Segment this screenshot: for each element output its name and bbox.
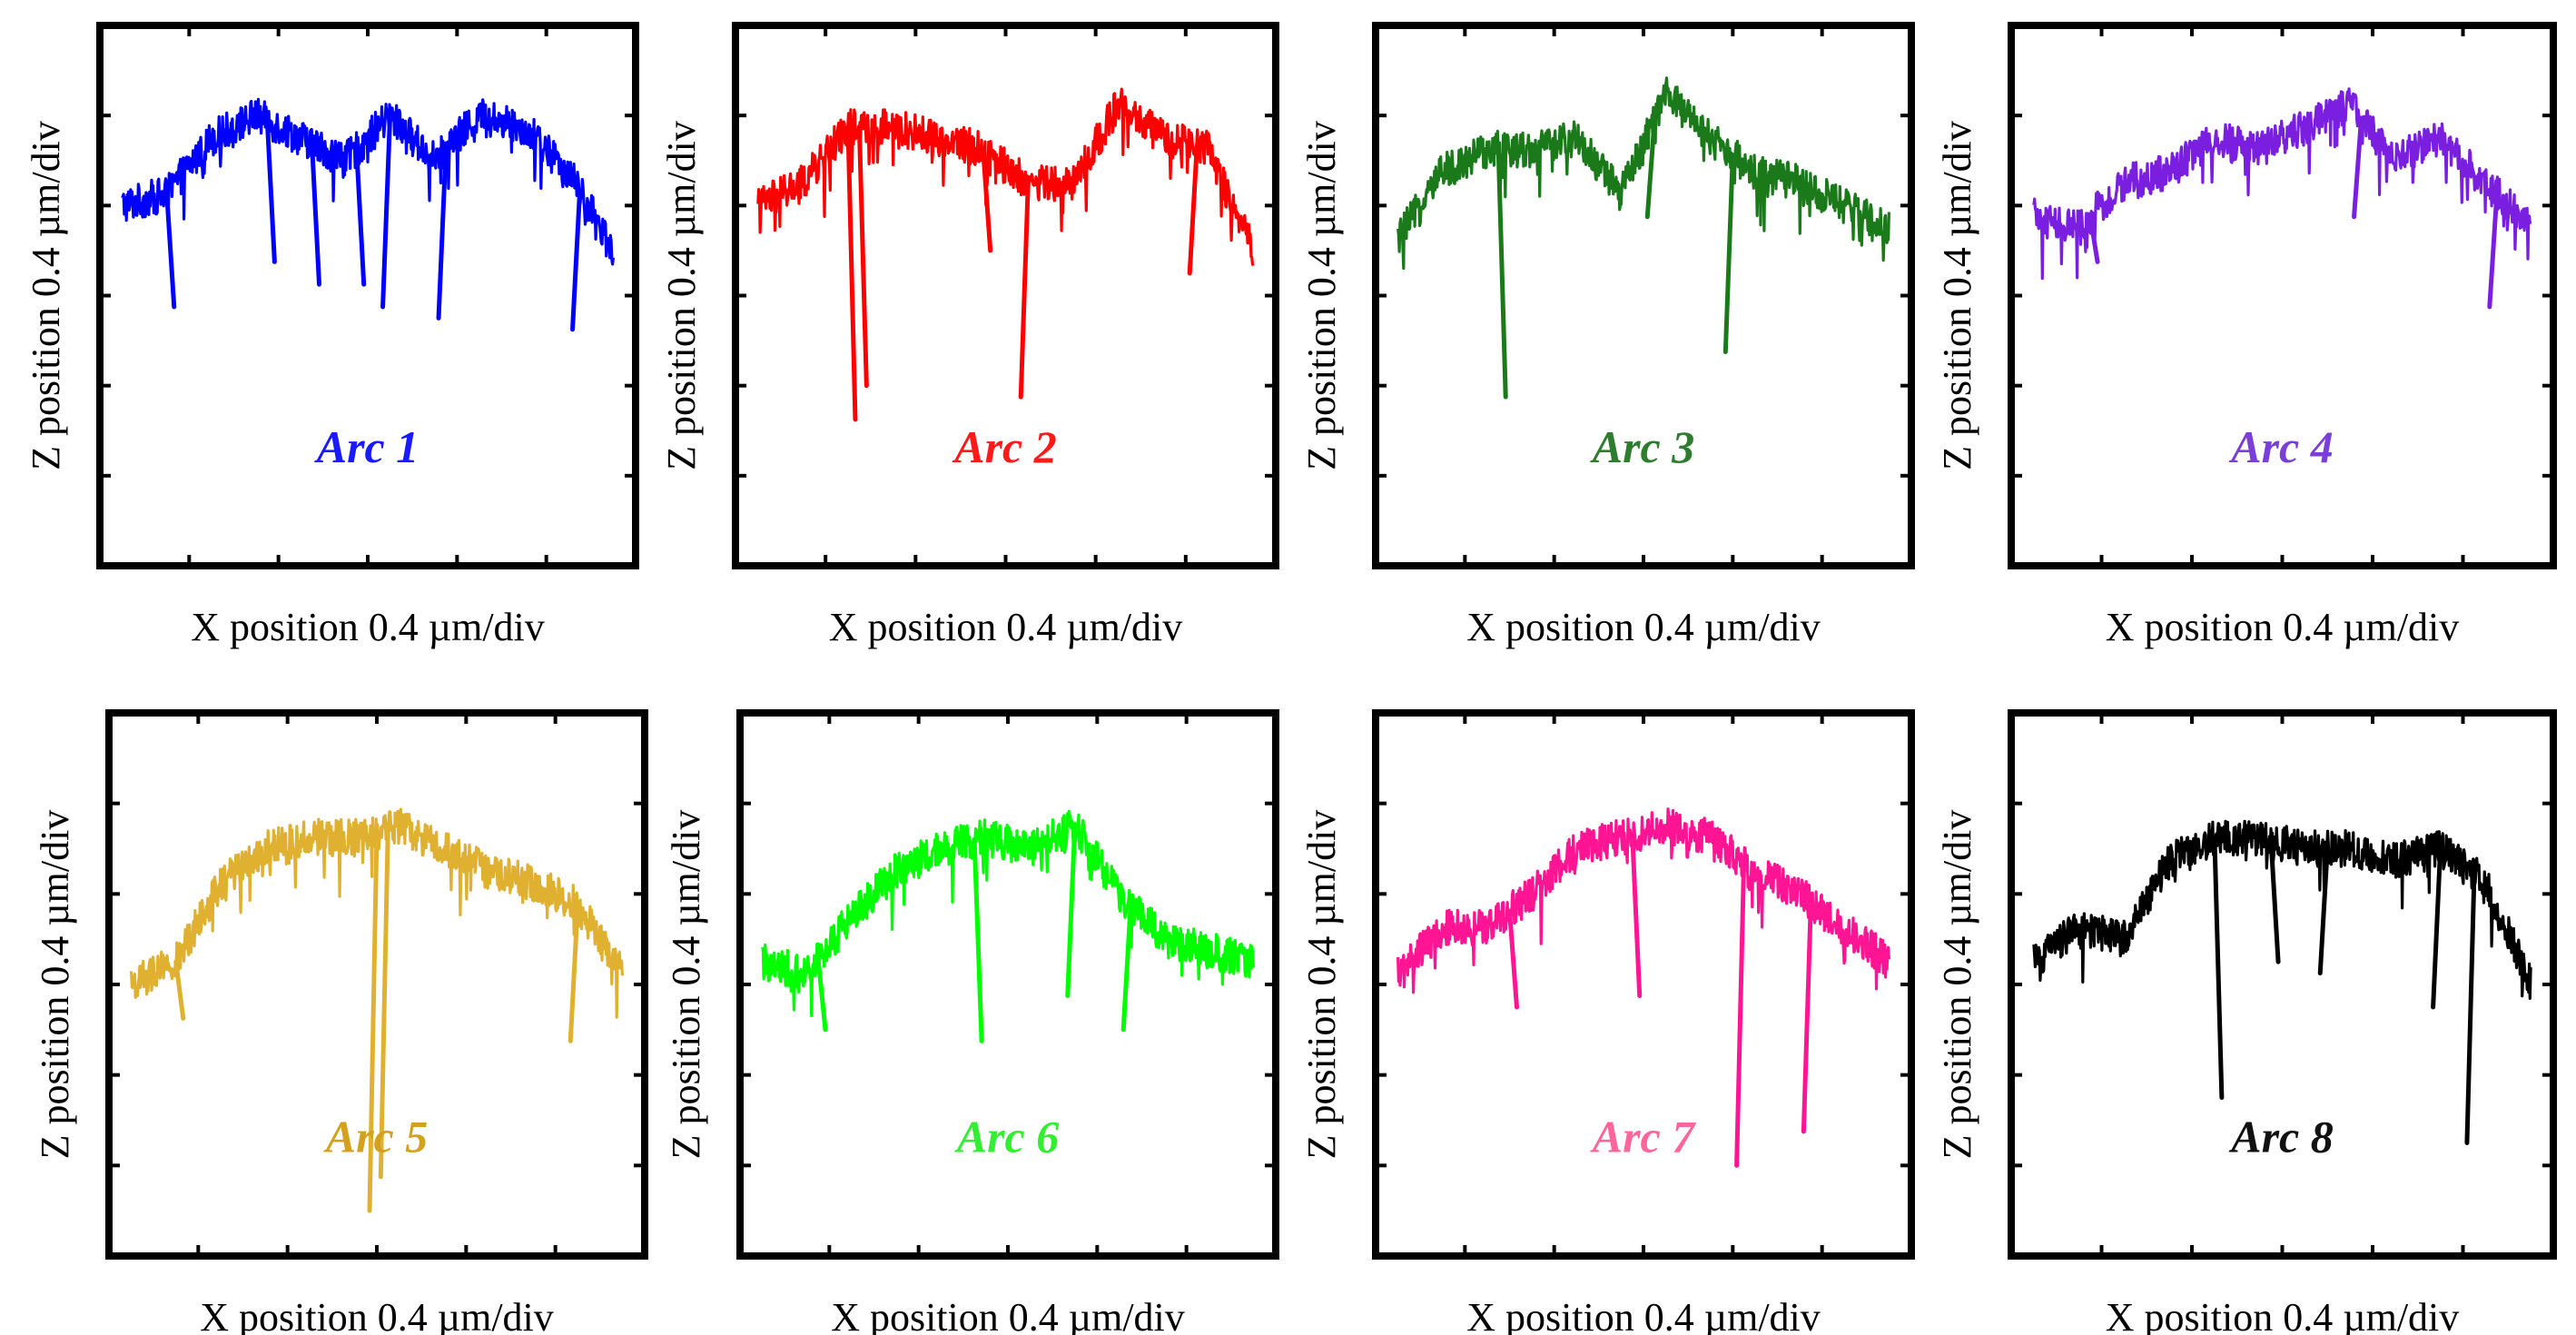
y-axis-label: Z position 0.4 µm/div bbox=[1935, 121, 1979, 470]
data-spike bbox=[981, 146, 993, 253]
x-axis-label: X position 0.4 µm/div bbox=[1466, 1295, 1821, 1335]
y-axis-label: Z position 0.4 µm/div bbox=[24, 121, 68, 470]
data-spike bbox=[1507, 908, 1519, 1010]
series-line bbox=[2032, 819, 2532, 1000]
y-axis-label: Z position 0.4 µm/div bbox=[1299, 810, 1344, 1160]
x-axis-label: X position 0.4 µm/div bbox=[829, 605, 1183, 649]
data-spike bbox=[1801, 900, 1813, 1134]
chart-panel-4: Arc 4 X position 0.4 µm/div Z position 0.4… bbox=[1935, 22, 2557, 649]
plot-frame bbox=[1372, 709, 1915, 1260]
y-axis-label: Z position 0.4 µm/div bbox=[33, 810, 77, 1160]
chart-panel-8: Arc 8 X position 0.4 µm/div Z position 0.4… bbox=[1935, 709, 2557, 1335]
data-spike bbox=[1630, 832, 1643, 998]
chart-panel-3: Arc 3 X position 0.4 µm/div Z position 0.4… bbox=[1299, 22, 1915, 649]
data-spike bbox=[1018, 181, 1031, 400]
data-spike bbox=[1495, 146, 1508, 400]
series-line bbox=[761, 809, 1255, 1017]
plot-frame bbox=[732, 22, 1279, 569]
data-spike bbox=[1734, 860, 1747, 1168]
chart-title: Arc 2 bbox=[952, 421, 1057, 472]
plot-frame bbox=[2008, 709, 2557, 1260]
plot-frame bbox=[2008, 22, 2557, 569]
plot-frame bbox=[105, 709, 648, 1260]
plot-frame bbox=[736, 709, 1279, 1260]
chart-panel-5: Arc 5 X position 0.4 µm/div Z position 0.4… bbox=[33, 709, 648, 1335]
data-spike bbox=[264, 118, 277, 264]
data-spike bbox=[845, 124, 858, 422]
x-axis-label: X position 0.4 µm/div bbox=[1466, 605, 1821, 649]
data-spike bbox=[2268, 837, 2281, 964]
chart-title: Arc 7 bbox=[1590, 1111, 1697, 1162]
y-axis-label: Z position 0.4 µm/div bbox=[1935, 810, 1979, 1160]
series-line bbox=[2032, 87, 2532, 281]
x-axis-label: X position 0.4 µm/div bbox=[831, 1295, 1185, 1335]
series-line bbox=[121, 97, 615, 266]
x-axis-label: X position 0.4 µm/div bbox=[200, 1295, 554, 1335]
data-spike bbox=[570, 189, 583, 332]
plot-frame bbox=[96, 22, 639, 569]
chart-title: Arc 8 bbox=[2228, 1111, 2334, 1162]
series-line bbox=[1397, 807, 1890, 994]
data-spike bbox=[1722, 153, 1735, 354]
series-line bbox=[756, 87, 1255, 267]
data-spike bbox=[2431, 846, 2443, 1010]
data-spike bbox=[2352, 115, 2364, 220]
y-axis-label: Z position 0.4 µm/div bbox=[664, 810, 708, 1160]
chart-title: Arc 3 bbox=[1590, 421, 1695, 472]
x-axis-label: X position 0.4 µm/div bbox=[191, 605, 545, 649]
data-spike bbox=[310, 141, 322, 287]
data-spike bbox=[1065, 824, 1078, 998]
data-spike bbox=[2317, 846, 2330, 976]
data-spike bbox=[568, 903, 580, 1043]
data-spike bbox=[354, 146, 367, 287]
y-axis-label: Z position 0.4 µm/div bbox=[1299, 121, 1344, 470]
chart-panel-6: Arc 6 X position 0.4 µm/div Z position 0.4… bbox=[664, 709, 1279, 1335]
chart-panel-1: Arc 1 X position 0.4 µm/div Z position 0.4… bbox=[24, 22, 639, 649]
x-axis-label: X position 0.4 µm/div bbox=[2106, 1295, 2460, 1335]
x-axis-label: X position 0.4 µm/div bbox=[2106, 605, 2460, 649]
data-spike bbox=[1120, 903, 1133, 1033]
plot-frame bbox=[1372, 22, 1915, 569]
data-spike bbox=[972, 837, 984, 1043]
data-spike bbox=[436, 146, 449, 321]
chart-panel-2: Arc 2 X position 0.4 µm/div Z position 0.4… bbox=[659, 22, 1279, 649]
data-spike bbox=[2087, 214, 2100, 264]
data-spike bbox=[2464, 872, 2477, 1145]
data-spike bbox=[173, 959, 186, 1021]
data-spike bbox=[1644, 115, 1657, 220]
series-line bbox=[1397, 76, 1890, 271]
data-spike bbox=[367, 829, 380, 1213]
chart-title: Arc 1 bbox=[314, 421, 419, 472]
data-spike bbox=[380, 113, 393, 310]
y-axis-label: Z position 0.4 µm/div bbox=[659, 121, 704, 470]
chart-panel-7: Arc 7 X position 0.4 µm/div Z position 0.4… bbox=[1299, 709, 1915, 1335]
chart-title: Arc 5 bbox=[323, 1111, 429, 1162]
data-spike bbox=[1187, 143, 1199, 276]
chart-title: Arc 4 bbox=[2228, 421, 2334, 472]
data-spike bbox=[2212, 835, 2225, 1101]
data-spike bbox=[164, 192, 177, 310]
data-spike bbox=[815, 956, 828, 1033]
data-spike bbox=[378, 826, 390, 1180]
chart-title: Arc 6 bbox=[954, 1111, 1060, 1162]
data-spike bbox=[856, 124, 869, 389]
data-spike bbox=[2487, 192, 2500, 310]
